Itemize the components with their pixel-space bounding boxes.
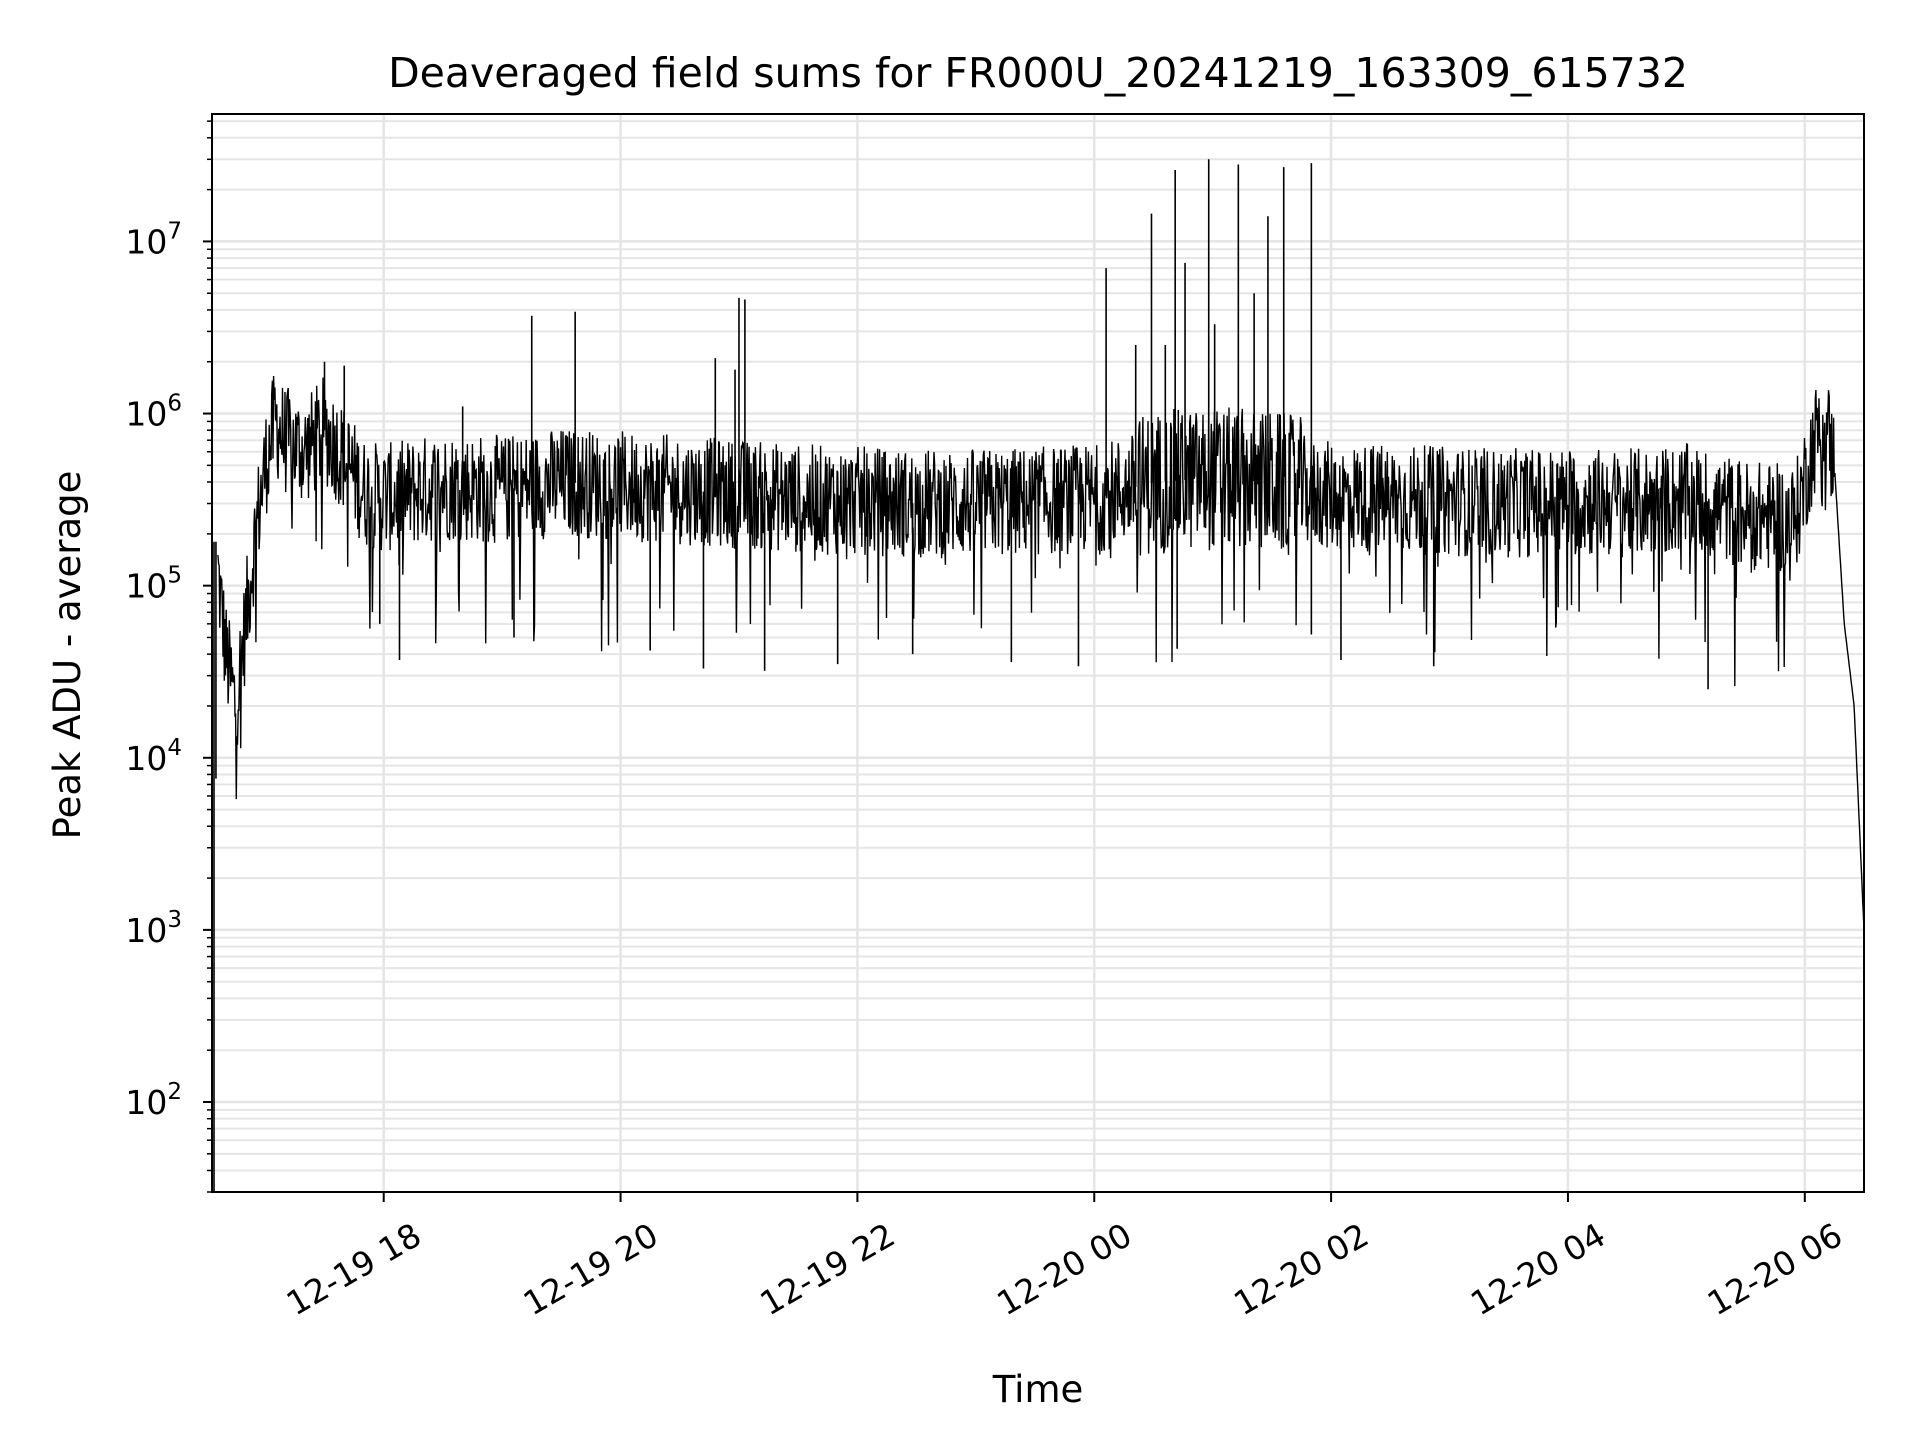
- y-tick-label: 107: [125, 218, 182, 261]
- y-tick-label: 105: [125, 563, 182, 606]
- x-tick-label: 12-19 20: [517, 1215, 665, 1323]
- x-tick-label: 12-20 02: [1227, 1215, 1375, 1323]
- series-path: [217, 375, 1865, 930]
- major-gridlines: [212, 114, 1864, 1192]
- x-axis-label: Time: [992, 1368, 1084, 1411]
- plot-frame: [211, 113, 1865, 1193]
- x-tick-label: 12-20 00: [990, 1215, 1138, 1323]
- y-tick-label: 104: [125, 735, 182, 778]
- x-tick-label: 12-19 18: [280, 1215, 428, 1323]
- x-tick-label: 12-20 06: [1701, 1215, 1849, 1323]
- y-axis-label: Peak ADU - average: [46, 471, 89, 840]
- minor-gridlines: [212, 120, 1864, 1193]
- y-tick-label: 102: [125, 1079, 182, 1122]
- x-axis-ticks: 12-19 18 12-19 20 12-19 22 12-20 00 12-20 02…: [280, 1192, 1849, 1323]
- y-axis-ticks: 102 103 104 105 106 107: [125, 120, 212, 1193]
- x-tick-label: 12-19 22: [753, 1215, 901, 1323]
- x-tick-label: 12-20 04: [1464, 1215, 1612, 1323]
- chart-title: Deaveraged field sums for FR000U_2024121…: [388, 49, 1688, 97]
- y-tick-label: 106: [125, 391, 182, 434]
- series-line: [213, 159, 1865, 1192]
- y-tick-label: 103: [125, 907, 182, 950]
